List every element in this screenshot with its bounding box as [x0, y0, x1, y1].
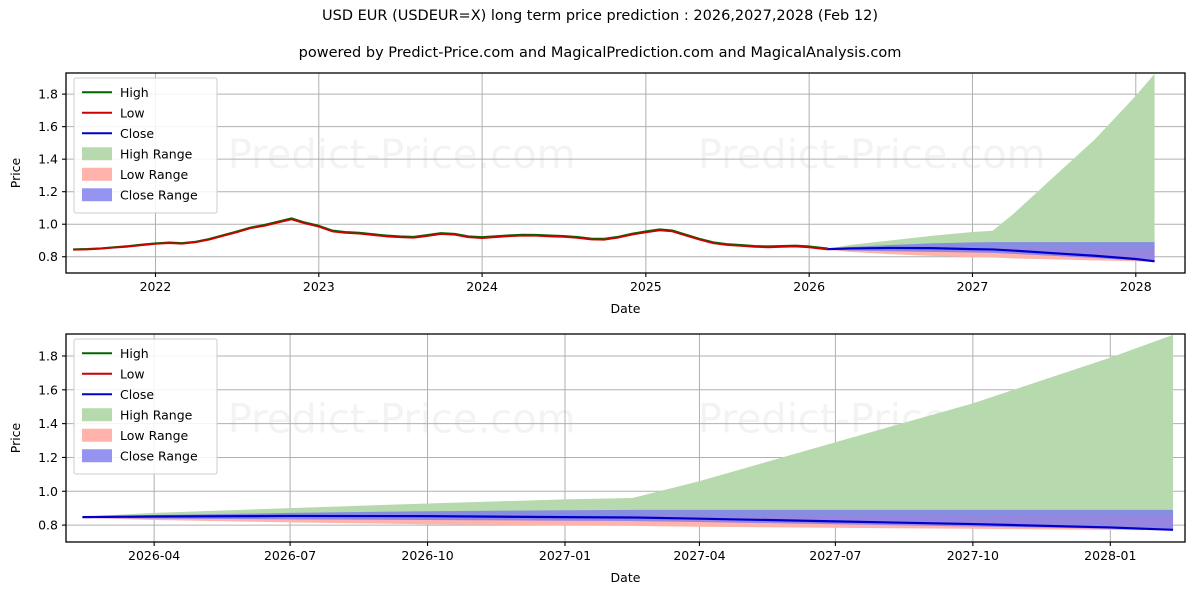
- legend-item[interactable]: Close: [82, 126, 154, 141]
- x-tick-label: 2022: [140, 279, 172, 294]
- legend-patch-swatch: [82, 188, 112, 202]
- close-forecast-line: [827, 246, 1155, 263]
- page-subtitle: powered by Predict-Price.com and Magical…: [298, 45, 902, 61]
- x-tick-label: 2024: [466, 279, 498, 294]
- data-group: [73, 73, 1155, 263]
- legend-patch-swatch: [82, 167, 112, 181]
- y-tick-label: 1.4: [38, 152, 58, 167]
- y-tick-label: 1.8: [38, 87, 58, 102]
- y-tick-label: 1.0: [38, 217, 58, 232]
- watermark-group: Predict-Price.com Predict-Price.com: [228, 132, 1046, 178]
- legend-item[interactable]: High Range: [82, 146, 193, 161]
- y-axis-label: Price: [8, 157, 23, 188]
- y-tick-label: 1.6: [38, 119, 58, 134]
- legend-patch-swatch: [82, 147, 112, 161]
- low-history-line: [73, 218, 829, 251]
- legend-item-label: High: [120, 85, 149, 100]
- x-tick-label: 2025: [630, 279, 662, 294]
- plot-border: [65, 72, 1186, 274]
- legend-item-label: Low Range: [120, 167, 189, 182]
- legend-item-label: Close Range: [120, 187, 198, 202]
- legend: High Low Close High Range Low Range Close Ran…: [73, 77, 218, 214]
- legend-item[interactable]: Close Range: [82, 187, 198, 202]
- x-tick-label: 2023: [303, 279, 335, 294]
- legend-item-label: High Range: [120, 146, 193, 161]
- x-tick-label: 2027: [957, 279, 989, 294]
- x-tick-label: 2026: [793, 279, 825, 294]
- high-range-band: [827, 73, 1155, 250]
- y-tick-label: 1.2: [38, 184, 58, 199]
- x-tick-label: 2028: [1120, 279, 1152, 294]
- legend-item[interactable]: High: [82, 85, 149, 100]
- legend-item[interactable]: Low: [82, 105, 145, 120]
- legend-item-label: Close: [120, 126, 154, 141]
- y-tick-label: 0.8: [38, 249, 58, 264]
- watermark-text: Predict-Price.com: [698, 132, 1046, 178]
- watermark-text: Predict-Price.com: [228, 132, 576, 178]
- x-axis-label: Date: [611, 301, 641, 316]
- page-title: USD EUR (USDEUR=X) long term price predi…: [322, 8, 878, 24]
- legend-item-label: Low: [120, 105, 145, 120]
- legend-item[interactable]: Low Range: [82, 167, 189, 182]
